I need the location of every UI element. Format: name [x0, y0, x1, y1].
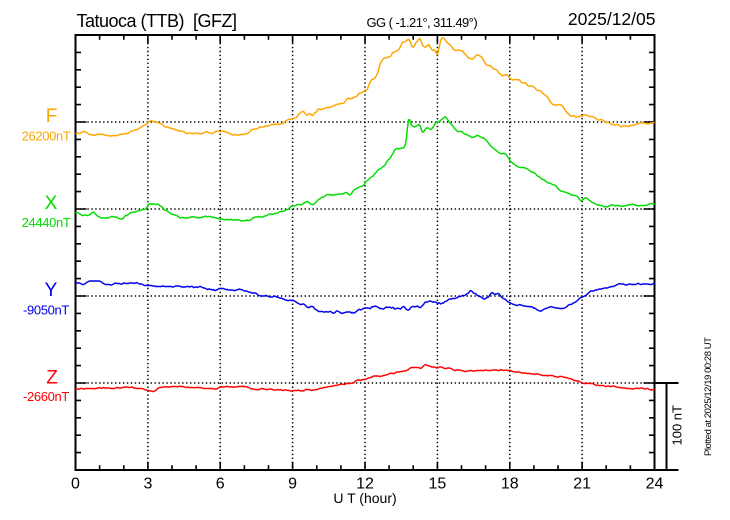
svg-text:24440nT: 24440nT [22, 215, 71, 230]
svg-text:-2660nT: -2660nT [23, 389, 69, 404]
svg-text:-9050nT: -9050nT [23, 303, 69, 318]
svg-text:24: 24 [646, 476, 664, 493]
svg-text:U T (hour): U T (hour) [333, 490, 396, 506]
svg-text:0: 0 [71, 476, 80, 493]
svg-text:12: 12 [356, 476, 374, 493]
svg-text:15: 15 [429, 476, 447, 493]
svg-text:9: 9 [288, 476, 297, 493]
svg-text:Z: Z [46, 367, 58, 388]
svg-text:GG ( -1.21°, 311.49°): GG ( -1.21°, 311.49°) [367, 15, 478, 30]
svg-text:3: 3 [143, 476, 152, 493]
svg-text:6: 6 [216, 476, 225, 493]
svg-text:X: X [45, 193, 58, 214]
svg-text:26200nT: 26200nT [22, 128, 71, 143]
svg-text:2025/12/05: 2025/12/05 [568, 9, 656, 29]
svg-text:Plotted at 2025/12/19 00:28 UT: Plotted at 2025/12/19 00:28 UT [703, 337, 714, 456]
svg-text:100 nT: 100 nT [670, 405, 685, 446]
svg-text:Tatuoca (TTB) [GFZ]: Tatuoca (TTB) [GFZ] [77, 11, 237, 31]
svg-text:F: F [46, 106, 58, 127]
svg-text:21: 21 [573, 476, 591, 493]
svg-text:Y: Y [45, 280, 58, 301]
svg-text:18: 18 [501, 476, 519, 493]
